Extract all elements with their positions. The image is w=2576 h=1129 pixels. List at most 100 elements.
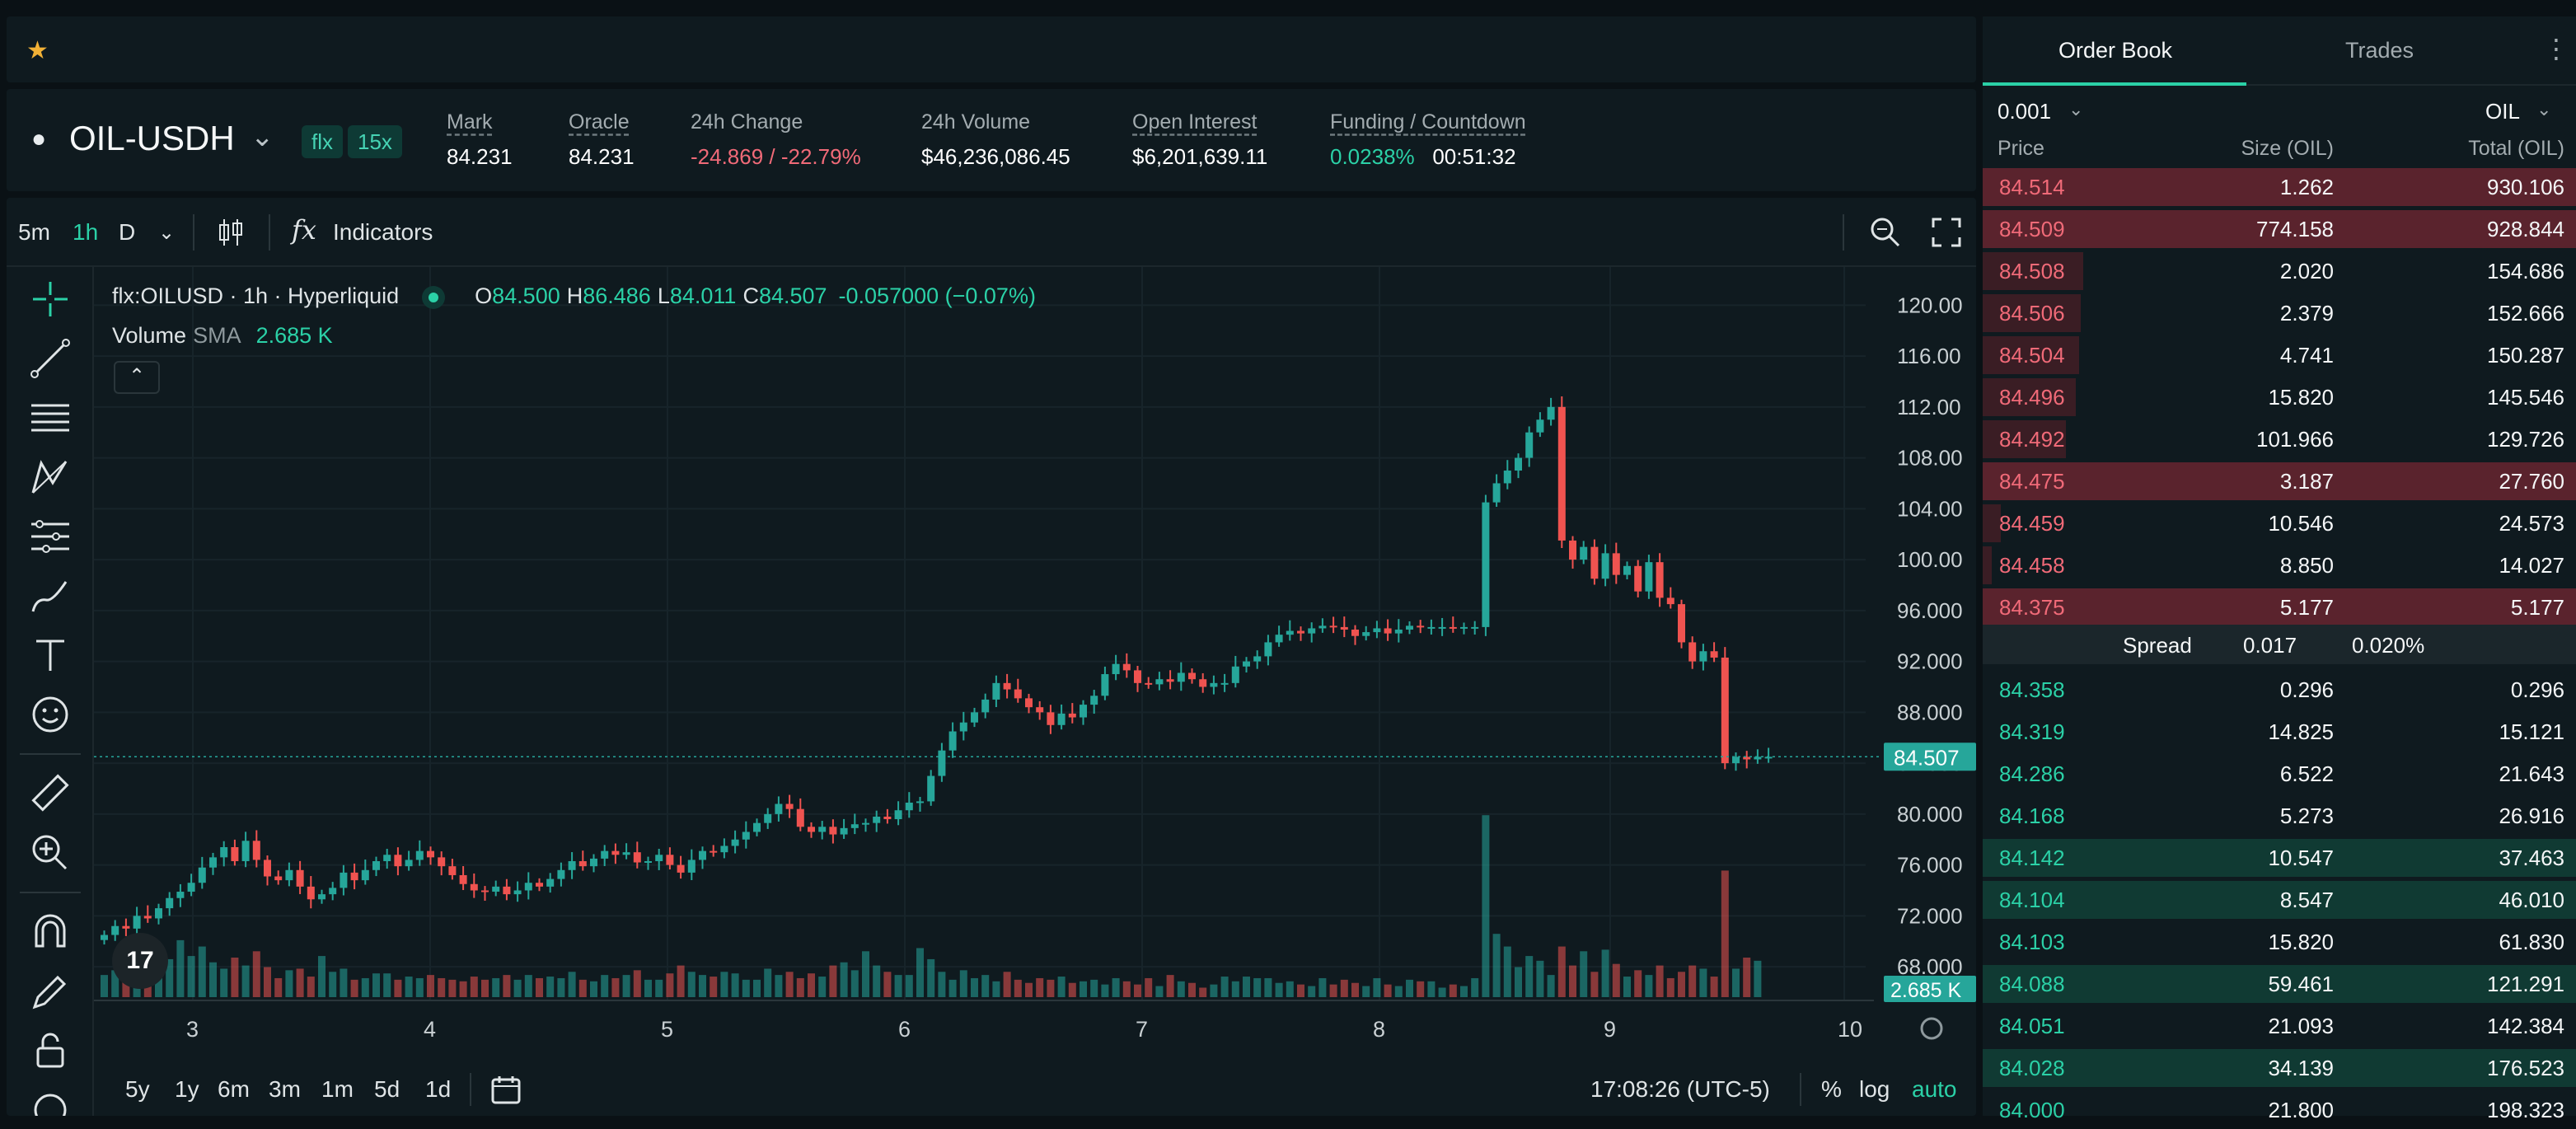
chevron-down-icon[interactable]: ⌄ <box>2536 99 2552 119</box>
magnet-icon[interactable] <box>28 910 73 954</box>
volume-bar <box>318 956 326 997</box>
volume-bar <box>938 972 946 997</box>
range-6m[interactable]: 6m <box>218 1076 250 1102</box>
chevron-down-icon[interactable]: ⌄ <box>2068 99 2084 119</box>
candles-icon[interactable] <box>214 216 247 249</box>
ask-row[interactable]: 84.508 2.020 154.686 <box>1983 251 2576 290</box>
tradingview-logo[interactable]: 17 <box>112 933 168 989</box>
range-5y[interactable]: 5y <box>125 1076 150 1102</box>
range-1y[interactable]: 1y <box>175 1076 199 1102</box>
volume-bar <box>274 977 283 997</box>
eye-icon[interactable] <box>28 1088 73 1116</box>
timeframe-5m[interactable]: 5m <box>18 219 50 245</box>
pencil-lock-icon[interactable] <box>28 969 73 1014</box>
bid-row[interactable]: 84.142 10.547 37.463 <box>1983 837 2576 877</box>
ask-row[interactable]: 84.458 8.850 14.027 <box>1983 545 2576 584</box>
bid-size: 0.296 <box>2279 677 2334 702</box>
horizontal-lines-icon[interactable] <box>28 396 73 440</box>
volume-bar <box>1373 977 1381 997</box>
trend-line-icon[interactable] <box>28 336 73 381</box>
collapse-legend-button[interactable]: ⌃ <box>114 361 160 394</box>
tick-size-select[interactable]: 0.001 <box>1998 99 2052 124</box>
candle <box>720 846 728 853</box>
chart-clock[interactable]: 17:08:26 (UTC-5) <box>1590 1076 1770 1102</box>
magnifier-icon[interactable] <box>1867 214 1904 251</box>
text-icon[interactable] <box>28 633 73 677</box>
emoji-icon[interactable] <box>28 692 73 737</box>
log-toggle[interactable]: log <box>1859 1076 1890 1102</box>
badge-leverage[interactable]: 15x <box>348 125 402 158</box>
ask-size: 3.187 <box>2279 469 2334 494</box>
chart-legend: flx:OILUSD · 1h · Hyperliquid O84.500 H86.… <box>112 283 1036 309</box>
pattern-icon[interactable] <box>28 455 73 499</box>
range-5d[interactable]: 5d <box>374 1076 400 1102</box>
star-icon[interactable]: ★ <box>26 37 49 64</box>
ask-size: 2.020 <box>2279 259 2334 283</box>
candle <box>1145 682 1153 685</box>
bid-price: 84.000 <box>1999 1098 2065 1122</box>
ask-row[interactable]: 84.459 10.546 24.573 <box>1983 503 2576 542</box>
unit-select[interactable]: OIL <box>2485 99 2520 124</box>
bid-row[interactable]: 84.051 21.093 142.384 <box>1983 1005 2576 1045</box>
auto-toggle[interactable]: auto <box>1912 1076 1957 1102</box>
volume-bar <box>1623 977 1631 997</box>
bid-row[interactable]: 84.103 15.820 61.830 <box>1983 921 2576 961</box>
ask-row[interactable]: 84.475 3.187 27.760 <box>1983 461 2576 500</box>
chevron-down-icon[interactable]: ⌄ <box>158 222 176 244</box>
bid-row[interactable]: 84.168 5.273 26.916 <box>1983 795 2576 835</box>
candle <box>1417 625 1425 628</box>
symbol-name[interactable]: OIL-USDH <box>69 119 235 157</box>
depth-bar <box>1983 294 2081 332</box>
bid-row[interactable]: 84.319 14.825 15.121 <box>1983 711 2576 751</box>
bid-row[interactable]: 84.028 34.139 176.523 <box>1983 1047 2576 1087</box>
ask-row[interactable]: 84.504 4.741 150.287 <box>1983 335 2576 374</box>
volume-bar <box>992 981 1000 997</box>
chevron-down-icon[interactable]: ⌄ <box>251 121 274 152</box>
brush-icon[interactable] <box>28 574 73 618</box>
indicators-button[interactable]: Indicators <box>333 219 433 245</box>
price-chart[interactable]: 120.00 116.00 112.00 108.00 104.00 100.00 96.0… <box>94 267 1976 1063</box>
function-icon[interactable]: fx <box>292 214 316 246</box>
timeframe-1h[interactable]: 1h <box>73 219 99 245</box>
volume-bar <box>611 977 620 997</box>
candle <box>1231 666 1239 683</box>
ask-row[interactable]: 84.375 5.177 5.177 <box>1983 587 2576 626</box>
bid-row[interactable]: 84.000 21.800 198.323 <box>1983 1089 2576 1129</box>
ask-row[interactable]: 84.506 2.379 152.666 <box>1983 293 2576 332</box>
settings-icon[interactable] <box>1920 1017 1943 1040</box>
more-icon[interactable]: ⋮ <box>2543 34 2569 63</box>
candle <box>1362 632 1370 636</box>
fullscreen-icon[interactable] <box>1930 216 1963 249</box>
divider <box>193 214 194 251</box>
candle <box>536 883 543 887</box>
lock-icon[interactable] <box>28 1028 73 1073</box>
bid-row[interactable]: 84.286 6.522 21.643 <box>1983 753 2576 793</box>
tab-trades[interactable]: Trades <box>2345 38 2414 63</box>
range-3m[interactable]: 3m <box>269 1076 301 1102</box>
ask-row[interactable]: 84.496 15.820 145.546 <box>1983 377 2576 416</box>
bid-row[interactable]: 84.088 59.461 121.291 <box>1983 963 2576 1003</box>
bid-size: 15.820 <box>2268 930 2334 954</box>
candle <box>971 712 978 723</box>
tab-order-book[interactable]: Order Book <box>2058 38 2173 63</box>
range-1d[interactable]: 1d <box>425 1076 452 1102</box>
ask-row[interactable]: 84.514 1.262 930.106 <box>1983 166 2576 206</box>
bid-row[interactable]: 84.358 0.296 0.296 <box>1983 669 2576 709</box>
bid-row[interactable]: 84.104 8.547 46.010 <box>1983 879 2576 919</box>
calendar-range-icon[interactable] <box>489 1073 524 1108</box>
volume-bar <box>285 970 293 997</box>
candle <box>927 775 935 802</box>
candle <box>1297 630 1304 634</box>
candle <box>1308 628 1316 634</box>
projection-icon[interactable] <box>28 514 73 559</box>
zoom-in-icon[interactable] <box>28 831 73 875</box>
range-1m[interactable]: 1m <box>321 1076 354 1102</box>
timeframe-d[interactable]: D <box>119 219 136 245</box>
bid-total: 176.523 <box>2487 1056 2564 1080</box>
legend-high: 86.486 <box>583 283 651 308</box>
crosshair-icon[interactable] <box>28 277 73 321</box>
ask-row[interactable]: 84.492 101.966 129.726 <box>1983 419 2576 458</box>
percent-toggle[interactable]: % <box>1821 1076 1842 1102</box>
ruler-icon[interactable] <box>28 771 73 816</box>
ask-row[interactable]: 84.509 774.158 928.844 <box>1983 208 2576 248</box>
